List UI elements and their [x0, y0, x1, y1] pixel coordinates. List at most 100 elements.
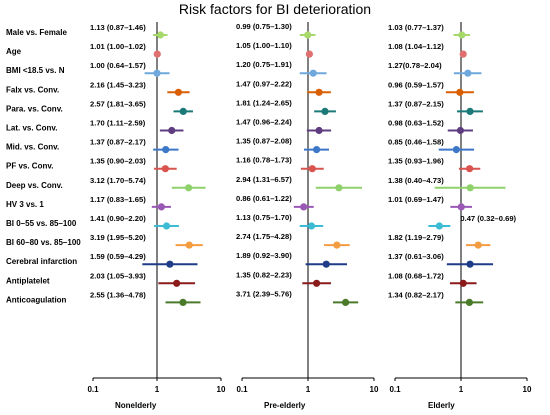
point-estimate	[308, 165, 316, 173]
estimate-label: 1.37 (0.87–2.17)	[90, 138, 146, 147]
point-estimate	[459, 279, 467, 287]
estimate-label: 0.86 (0.61–1.22)	[236, 194, 292, 203]
row-label: Male vs. Female	[6, 28, 67, 37]
row-label: Para. vs. Conv.	[6, 104, 63, 113]
estimate-label: 2.57 (1.81–3.65)	[90, 99, 146, 108]
estimate-label: 2.55 (1.36–4.78)	[90, 290, 146, 299]
point-estimate	[456, 126, 465, 135]
estimate-label: 1.17 (0.83–1.65)	[90, 195, 146, 204]
point-estimate	[341, 298, 350, 306]
row-label: Lat. vs. Conv.	[6, 124, 57, 133]
point-estimate	[313, 279, 321, 287]
chart-title: Risk factors for BI deterioration	[179, 1, 371, 17]
x-tick-label: 0.1	[236, 385, 248, 394]
estimate-label: 0.99 (0.75–1.30)	[236, 22, 292, 31]
point-estimate	[161, 165, 169, 173]
estimate-label: 0.47 (0.32–0.69)	[460, 214, 516, 223]
point-estimate	[304, 31, 312, 39]
point-estimate	[157, 203, 165, 211]
point-estimate	[185, 184, 193, 192]
point-estimate	[321, 107, 329, 115]
x-tick-label: 1	[459, 385, 464, 394]
estimate-label: 0.98 (0.63–1.52)	[388, 119, 444, 128]
estimate-label: 3.12 (1.70–5.74)	[90, 176, 146, 185]
row-label: PF vs. Conv.	[6, 162, 53, 171]
estimate-label: 0.96 (0.59–1.57)	[388, 80, 444, 89]
point-estimate	[315, 126, 323, 135]
panel-pre-elderly: 0.1 1 10 Pre-elderly 0.99 (0.75–1.30) 1.05 (1…	[236, 22, 379, 410]
estimate-label: 2.74 (1.75–4.28)	[236, 232, 292, 241]
panel-elderly: 0.1 1 10 Elderly 1.03 (0.77–1.37) 1.08 (1.04–…	[388, 22, 532, 410]
row-label: Age	[6, 47, 22, 56]
row-label: BI 60–80 vs. 85–100	[6, 238, 81, 247]
point-estimate	[185, 241, 193, 249]
x-tick-label: 10	[217, 385, 226, 394]
point-estimate	[452, 146, 460, 154]
estimate-label: 1.13 (0.75–1.70)	[236, 213, 292, 222]
row-label: HV 3 vs. 1	[6, 200, 44, 209]
point-estimate	[179, 107, 187, 115]
estimate-label: 1.35 (0.87–2.08)	[236, 137, 292, 146]
point-estimate	[457, 203, 465, 211]
estimate-label: 1.37 (0.61–3.06)	[388, 252, 444, 261]
estimate-label: 1.00 (0.64–1.57)	[90, 61, 146, 70]
point-estimate	[153, 69, 161, 77]
estimate-label: 2.03 (1.05–3.93)	[90, 271, 146, 280]
point-estimate	[309, 69, 317, 77]
x-tick-label: 10	[370, 385, 379, 394]
estimate-label: 1.01 (0.69–1.47)	[388, 195, 444, 204]
point-estimate	[179, 298, 187, 306]
point-estimate	[168, 126, 176, 135]
point-estimate	[466, 107, 474, 115]
estimate-label: 1.13 (0.87–1.46)	[90, 23, 146, 32]
panel-name: Elderly	[428, 401, 455, 410]
estimate-label: 1.89 (0.92–3.90)	[236, 251, 292, 260]
point-estimate	[458, 31, 466, 39]
point-estimate	[465, 298, 473, 306]
point-estimate	[313, 146, 321, 154]
row-label: Antiplatelet	[6, 276, 50, 285]
point-estimate	[322, 260, 330, 268]
estimate-label: 1.41 (0.90–2.20)	[90, 214, 146, 223]
estimate-label: 1.82 (1.19–2.79)	[388, 233, 444, 242]
point-estimate	[300, 203, 308, 211]
point-estimate	[333, 241, 341, 249]
point-estimate	[162, 146, 170, 154]
estimate-label: 3.19 (1.95–5.20)	[90, 233, 146, 242]
point-estimate	[459, 50, 467, 58]
estimate-label: 1.08 (1.04–1.12)	[388, 42, 444, 51]
point-estimate	[156, 31, 164, 39]
point-estimate	[162, 222, 171, 230]
estimate-label: 1.35 (0.90–2.03)	[90, 157, 146, 166]
panels-layer: 0.1 1 10 Nonelderly 1.13 (0.87–1.46) 1.01 (1.…	[87, 22, 532, 410]
point-estimate	[174, 88, 183, 96]
point-estimate	[456, 88, 464, 96]
point-estimate	[315, 88, 323, 96]
estimate-label: 1.01 (1.00–1.02)	[90, 42, 146, 51]
point-estimate	[307, 222, 316, 230]
estimate-label: 1.35 (0.82–2.23)	[236, 270, 292, 279]
row-label: Falx vs. Conv.	[6, 85, 59, 94]
point-estimate	[335, 184, 343, 192]
estimate-label: 1.81 (1.24–2.65)	[236, 98, 292, 107]
estimate-label: 1.38 (0.40–4.73)	[388, 176, 444, 185]
estimate-label: 1.47 (0.97–2.22)	[236, 79, 292, 88]
point-estimate	[435, 222, 443, 230]
row-label: Cerebral infarction	[6, 257, 77, 266]
estimate-label: 1.37 (0.87–2.15)	[388, 99, 444, 108]
estimate-label: 1.08 (0.68–1.72)	[388, 271, 444, 280]
panel-name: Pre-elderly	[264, 401, 306, 410]
estimate-label: 2.94 (1.31–6.57)	[236, 175, 292, 184]
estimate-label: 1.16 (0.78–1.73)	[236, 156, 292, 165]
point-estimate	[305, 50, 313, 58]
row-label: BI 0–55 vs. 85–100	[6, 219, 77, 228]
x-tick-label: 10	[523, 385, 532, 394]
row-label: Deep vs. Conv.	[6, 181, 63, 190]
estimate-label: 1.03 (0.77–1.37)	[388, 23, 444, 32]
row-label: Anticoagulation	[6, 295, 67, 304]
row-label: BMI <18.5 vs. N	[6, 66, 65, 75]
rows-layer: Male vs. Female Age BMI <18.5 vs. N Falx vs…	[6, 28, 81, 304]
estimate-label: 1.20 (0.75–1.91)	[236, 60, 292, 69]
